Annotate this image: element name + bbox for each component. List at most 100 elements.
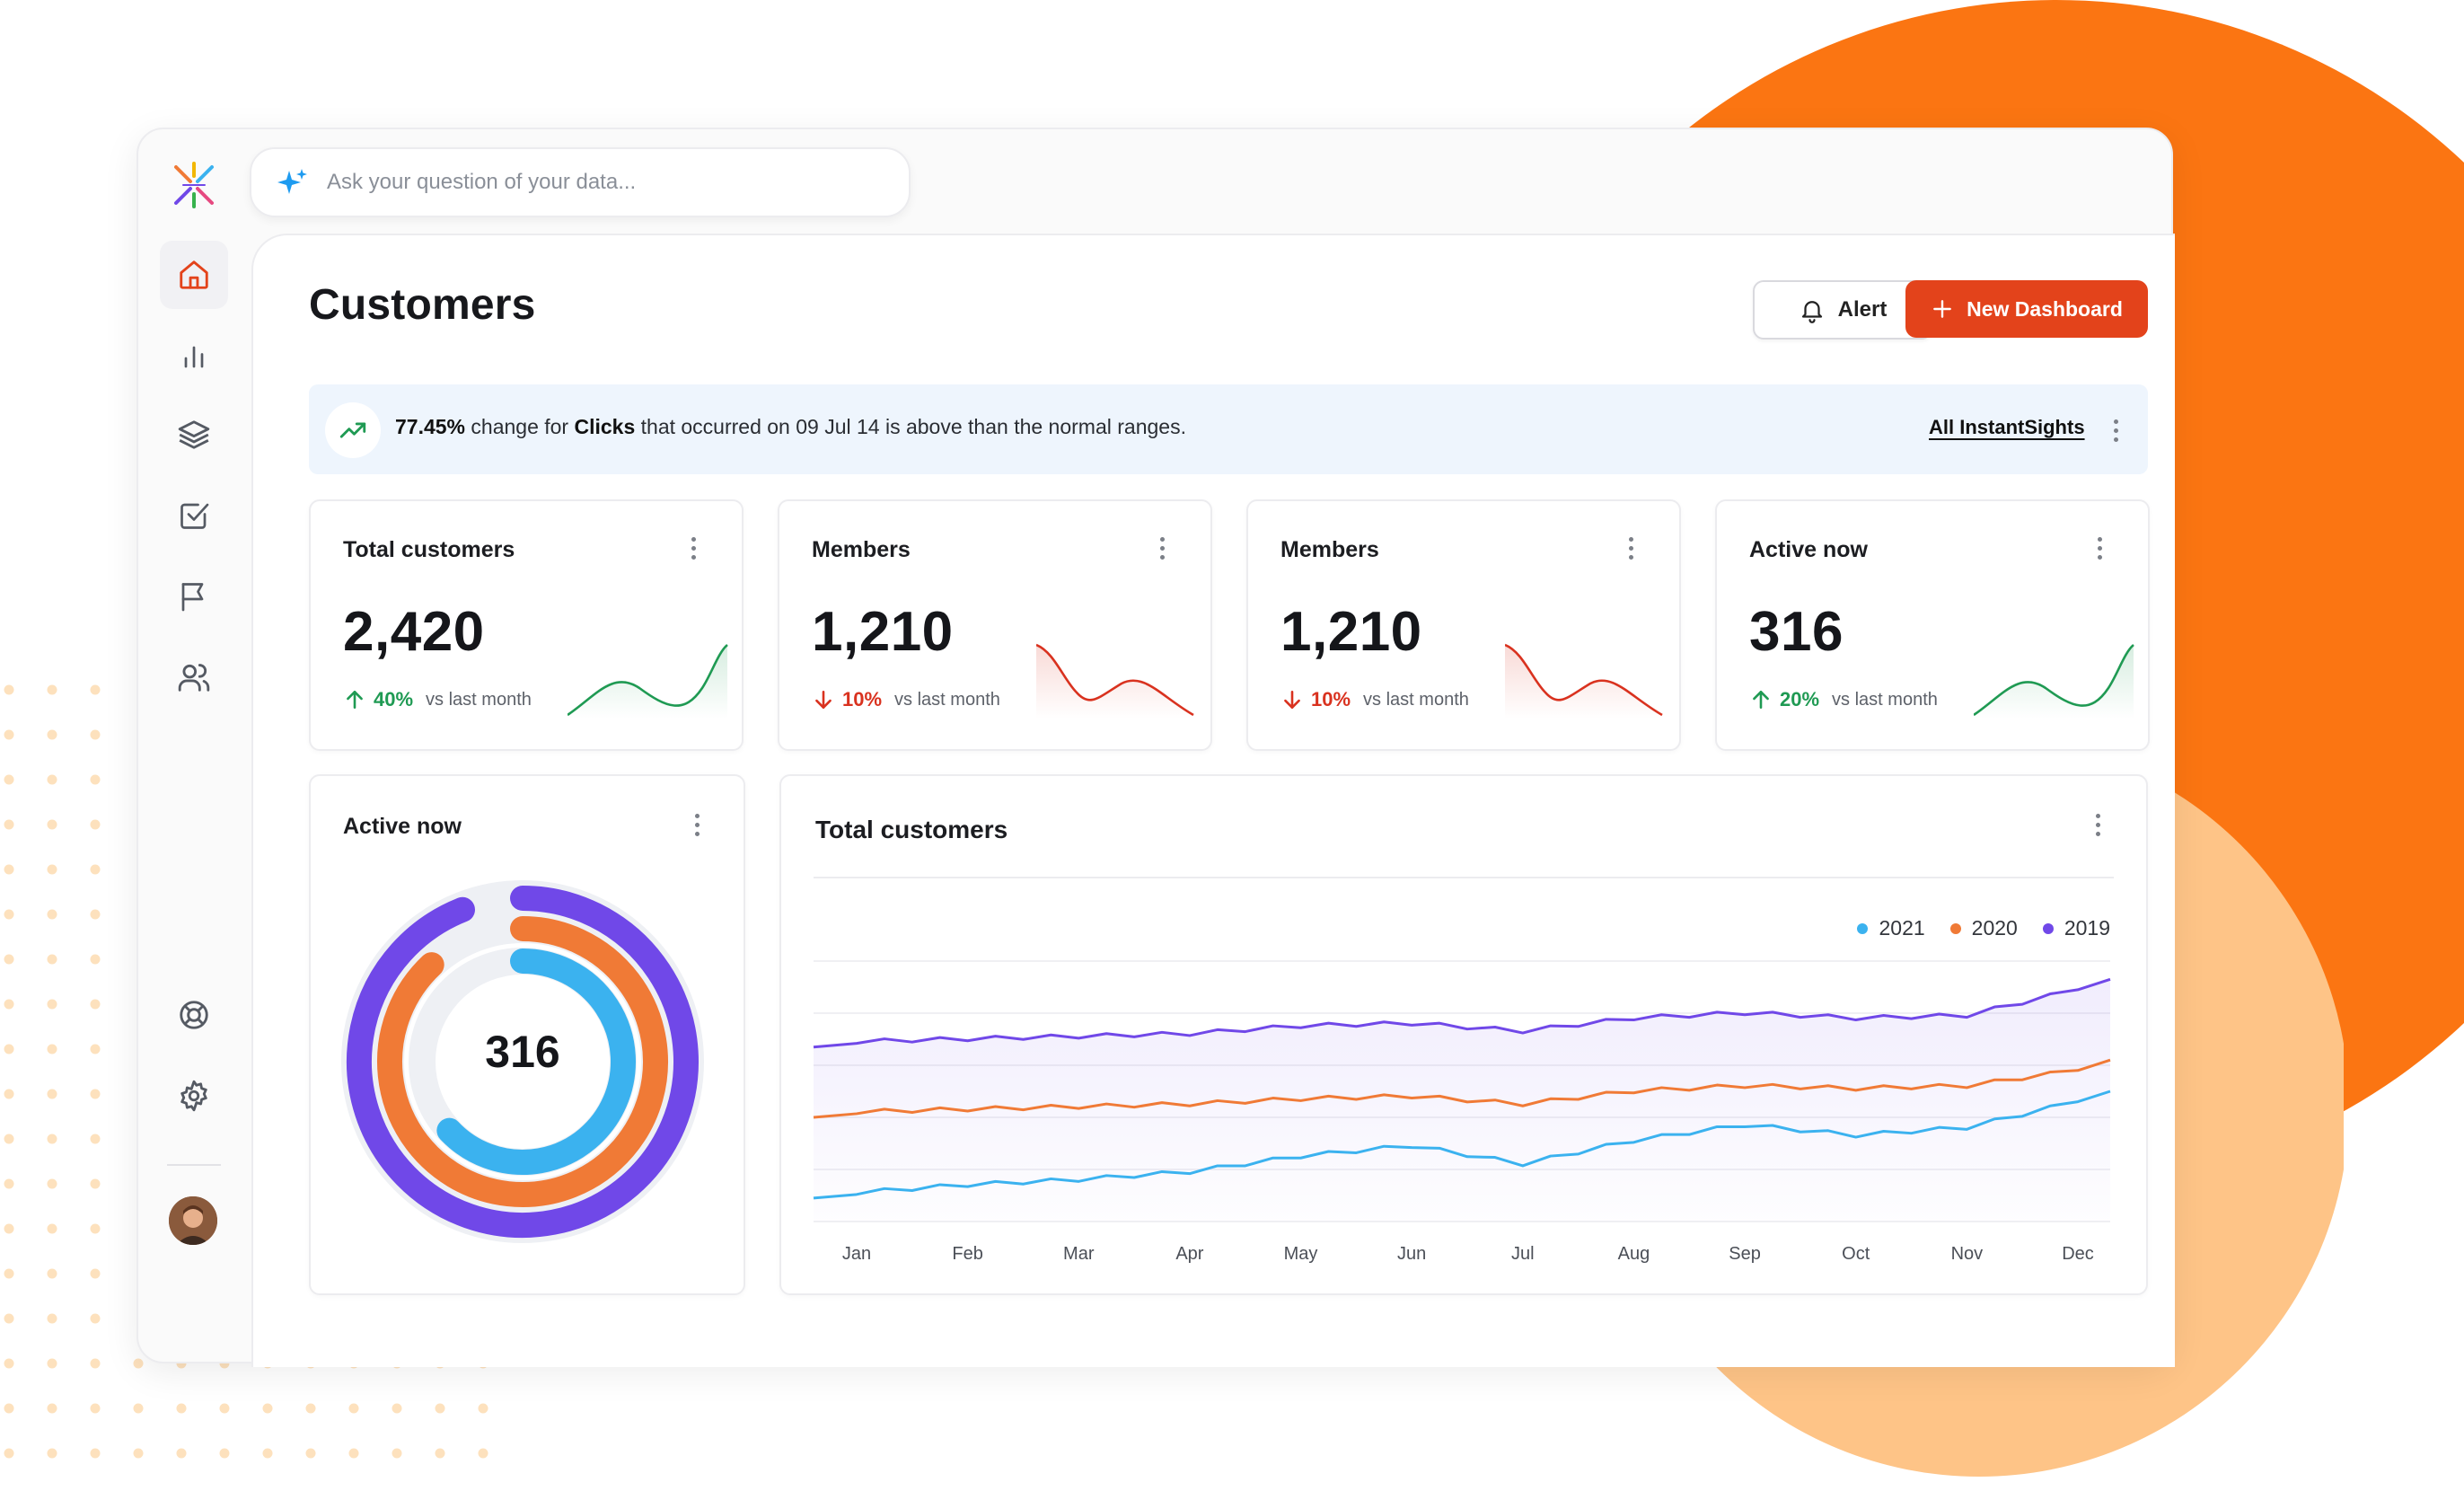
pattern-dot	[348, 1403, 359, 1414]
sidebar-item-reports[interactable]	[160, 322, 228, 390]
check-square-icon	[180, 503, 209, 529]
bell-icon	[1801, 301, 1822, 323]
pattern-dot	[90, 774, 101, 785]
pattern-dot	[392, 1448, 402, 1459]
insight-metric: Clicks	[574, 415, 636, 438]
x-tick-label: Jun	[1397, 1244, 1426, 1264]
active-now-more-menu[interactable]	[688, 807, 706, 843]
all-instantsights-link[interactable]: All InstantSights	[1929, 416, 2085, 438]
pattern-dot	[4, 1178, 14, 1189]
series-line-2019	[813, 977, 2111, 1049]
avatar-image	[169, 1196, 217, 1245]
pattern-dot	[4, 864, 14, 875]
pattern-dot	[4, 954, 14, 965]
x-tick-label: Mar	[1063, 1244, 1095, 1264]
line-chart-title: Total customers	[815, 816, 1008, 843]
kpi-value: 2,420	[343, 601, 485, 663]
pattern-dot	[47, 909, 57, 920]
kpi-more-menu[interactable]	[1622, 530, 1640, 566]
pattern-dot	[90, 999, 101, 1010]
legend-item: 2019	[2042, 916, 2110, 940]
sparkline-area	[1974, 645, 2134, 719]
active-now-card-title: Active now	[343, 814, 462, 839]
sidebar-item-flags[interactable]	[160, 562, 228, 631]
app-logo-icon	[174, 162, 214, 208]
sidebar-item-layers[interactable]	[160, 401, 228, 469]
pattern-dot	[90, 1448, 101, 1459]
pattern-dot	[90, 1089, 101, 1099]
donut-ring-outer	[347, 886, 699, 1238]
pattern-dot	[90, 1403, 101, 1414]
pattern-dot	[47, 1089, 57, 1099]
pattern-dot	[348, 1448, 359, 1459]
sidebar-item-tasks[interactable]	[160, 481, 228, 550]
kpi-title: Active now	[1749, 537, 1868, 562]
line-chart-more-menu[interactable]	[2089, 807, 2107, 843]
kpi-delta-caption: vs last month	[894, 689, 1000, 710]
ask-data-search[interactable]	[250, 147, 911, 217]
kpi-delta-caption: vs last month	[1832, 689, 1938, 710]
x-tick-label: Dec	[2062, 1244, 2094, 1264]
x-tick-label: Apr	[1175, 1244, 1203, 1264]
pattern-dot	[4, 1134, 14, 1144]
pattern-dot	[4, 684, 14, 695]
new-dashboard-button[interactable]: New Dashboard	[1905, 280, 2148, 338]
support-icon	[180, 1001, 208, 1029]
donut-center-value: 316	[485, 1027, 560, 1077]
search-input[interactable]	[325, 163, 885, 201]
kpi-value: 1,210	[812, 601, 954, 663]
pattern-dot	[47, 819, 57, 830]
sidebar-item-support[interactable]	[160, 981, 228, 1049]
kpi-more-menu[interactable]	[2090, 530, 2108, 566]
kpi-sparkline	[1036, 643, 1194, 719]
alert-button[interactable]: Alert	[1753, 280, 1932, 340]
pattern-dot	[47, 1223, 57, 1234]
sidebar-item-settings[interactable]	[160, 1062, 228, 1130]
kpi-delta-percent: 10%	[1311, 688, 1351, 710]
pattern-dot	[90, 684, 101, 695]
x-tick-label: Sep	[1729, 1244, 1761, 1264]
pattern-dot	[4, 1089, 14, 1099]
user-avatar[interactable]	[169, 1196, 217, 1245]
legend-item: 2021	[1857, 916, 1925, 940]
pattern-dot	[4, 729, 14, 740]
kpi-more-menu[interactable]	[1153, 530, 1171, 566]
arrow-down-icon	[815, 691, 832, 709]
pattern-dot	[47, 1178, 57, 1189]
sparkline-line	[568, 643, 728, 717]
sidebar-item-home[interactable]	[160, 241, 228, 309]
pattern-dot	[4, 774, 14, 785]
pattern-dot	[4, 1403, 14, 1414]
sidebar-item-users[interactable]	[160, 643, 228, 711]
flag-icon	[181, 583, 204, 612]
donut-ring-middle	[377, 916, 668, 1207]
pattern-dot	[4, 1448, 14, 1459]
pattern-dot	[262, 1448, 273, 1459]
kpi-delta-caption: vs last month	[1363, 689, 1469, 710]
pattern-dot	[4, 1223, 14, 1234]
series-line-2020	[813, 1058, 2111, 1119]
kpi-delta: 10% vs last month	[812, 688, 1000, 711]
pattern-dot	[4, 909, 14, 920]
pattern-dot	[47, 1044, 57, 1054]
kpi-delta-percent: 10%	[842, 688, 883, 710]
trending-up-icon	[339, 422, 366, 438]
x-tick-label: Jan	[842, 1244, 871, 1264]
pattern-dot	[4, 1358, 14, 1369]
pattern-dot	[262, 1403, 273, 1414]
insight-pct: 77.45%	[395, 415, 466, 438]
arrow-up-icon	[347, 691, 363, 709]
arrow-up-icon	[1753, 691, 1769, 709]
active-now-donut-chart	[341, 880, 704, 1243]
kpi-title: Members	[1280, 537, 1379, 562]
insight-text-2: that occurred on 09 Jul 14 is above than…	[635, 415, 1186, 438]
pattern-dot	[47, 864, 57, 875]
insight-more-menu[interactable]	[2107, 412, 2125, 448]
sidebar-divider	[167, 1164, 221, 1166]
pattern-dot	[47, 774, 57, 785]
arrow-down-icon	[1284, 691, 1300, 709]
kpi-more-menu[interactable]	[684, 530, 702, 566]
pattern-dot	[435, 1403, 445, 1414]
chart-legend: 2021 2020 2019	[1857, 916, 2110, 940]
trend-icon-badge	[325, 402, 381, 458]
